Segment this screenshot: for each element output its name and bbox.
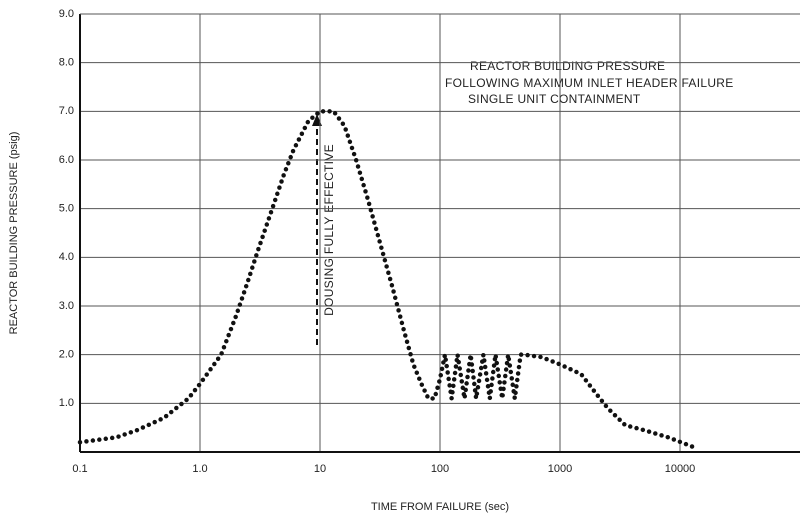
y-tick-label: 5.0 — [59, 203, 74, 215]
chart-title: REACTOR BUILDING PRESSURE — [470, 59, 665, 73]
y-tick-label: 4.0 — [59, 251, 74, 263]
x-tick-label: 1000 — [548, 463, 572, 475]
x-tick-label: 10000 — [665, 463, 696, 475]
y-tick-label: 3.0 — [59, 300, 74, 312]
x-axis-label: TIME FROM FAILURE (sec) — [371, 501, 509, 513]
y-tick-label: 7.0 — [59, 105, 74, 117]
y-axis-label: REACTOR BUILDING PRESSURE (psig) — [8, 132, 20, 335]
data-line — [77, 109, 696, 450]
y-tick-label: 8.0 — [59, 57, 74, 69]
y-tick-label: 6.0 — [59, 154, 74, 166]
y-tick-label: 2.0 — [59, 349, 74, 361]
x-tick-label: 10 — [314, 463, 326, 475]
y-tick-label: 9.0 — [59, 8, 74, 20]
x-tick-label: 100 — [431, 463, 449, 475]
chart-title: FOLLOWING MAXIMUM INLET HEADER FAILURE — [445, 76, 734, 90]
annotation: DOUSING FULLY EFFECTIVE — [322, 144, 336, 316]
chart-title: SINGLE UNIT CONTAINMENT — [468, 92, 641, 106]
x-tick-label: 0.1 — [72, 463, 87, 475]
x-tick-label: 1.0 — [192, 463, 207, 475]
y-tick-label: 1.0 — [59, 397, 74, 409]
